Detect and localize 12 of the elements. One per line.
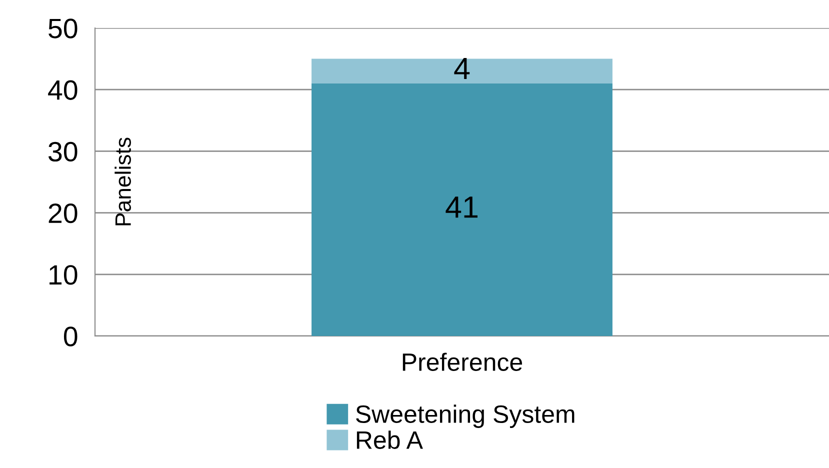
y-axis-title: Panelists — [114, 138, 131, 226]
y-tick-label: 40 — [48, 80, 78, 100]
y-tick-label: 10 — [50, 265, 78, 285]
data-label: 41 — [446, 196, 478, 218]
legend-label: Reb A — [356, 430, 423, 449]
y-tick-label: 20 — [48, 203, 78, 224]
data-label: 4 — [454, 58, 470, 80]
y-tick-label: 0 — [64, 326, 78, 346]
legend-label: Sweetening System — [356, 404, 574, 428]
y-tick-label: 50 — [48, 18, 78, 38]
y-tick-label: 30 — [48, 142, 78, 162]
x-tick-label: Preference — [402, 352, 522, 372]
